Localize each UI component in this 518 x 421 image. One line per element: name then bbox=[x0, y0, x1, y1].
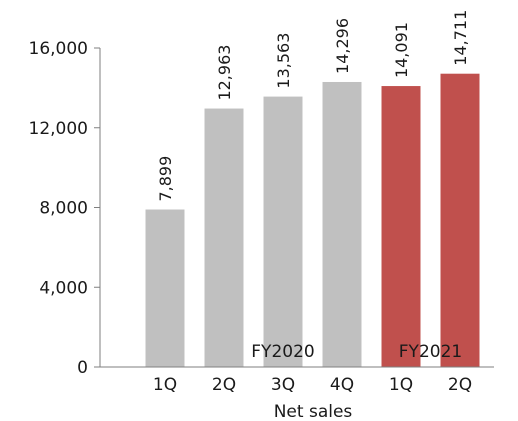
data-label: 14,296 bbox=[333, 18, 352, 74]
bar bbox=[204, 108, 244, 368]
bar bbox=[440, 73, 480, 368]
y-tick-label: 0 bbox=[77, 358, 88, 378]
y-tick-label: 4,000 bbox=[39, 278, 88, 298]
y-tick-label: 12,000 bbox=[29, 119, 88, 139]
x-axis-title: Net sales bbox=[274, 402, 353, 421]
bar bbox=[145, 209, 185, 367]
group-labels: FY2020 FY2021 bbox=[251, 342, 462, 362]
x-tick-label: 4Q bbox=[330, 375, 354, 395]
data-label: 14,711 bbox=[451, 10, 470, 66]
x-tick-label: 2Q bbox=[448, 375, 472, 395]
data-label: 14,091 bbox=[392, 22, 411, 78]
bars bbox=[145, 73, 480, 368]
group-label: FY2020 bbox=[251, 342, 314, 362]
x-axis: 1Q 2Q 3Q 4Q 1Q 2Q bbox=[100, 366, 494, 395]
x-tick-label: 3Q bbox=[271, 375, 295, 395]
y-axis: 0 4,000 8,000 12,000 16,000 bbox=[29, 39, 101, 378]
data-label: 7,899 bbox=[156, 156, 175, 202]
bar bbox=[381, 86, 421, 368]
group-label: FY2021 bbox=[399, 342, 462, 362]
data-label: 13,563 bbox=[274, 33, 293, 89]
bar bbox=[263, 96, 303, 368]
data-label: 12,963 bbox=[215, 45, 234, 101]
x-tick-label: 2Q bbox=[212, 375, 236, 395]
y-tick-label: 16,000 bbox=[29, 39, 88, 59]
bar bbox=[322, 81, 362, 367]
y-tick-label: 8,000 bbox=[39, 199, 88, 219]
data-labels: 7,899 12,963 13,563 14,296 14,091 14,711 bbox=[156, 10, 470, 202]
x-tick-label: 1Q bbox=[389, 375, 413, 395]
x-tick-label: 1Q bbox=[153, 375, 177, 395]
